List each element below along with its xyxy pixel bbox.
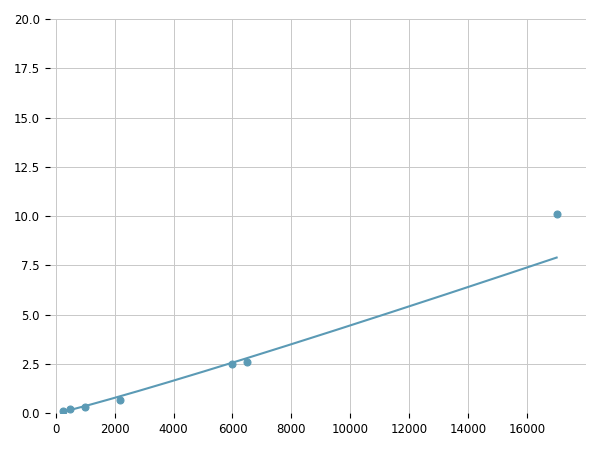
Point [58, 408, 68, 415]
Point [242, 359, 252, 366]
Point [552, 211, 562, 218]
Point [65, 406, 75, 413]
Point [227, 360, 237, 368]
Point [80, 404, 90, 411]
Point [116, 396, 125, 403]
